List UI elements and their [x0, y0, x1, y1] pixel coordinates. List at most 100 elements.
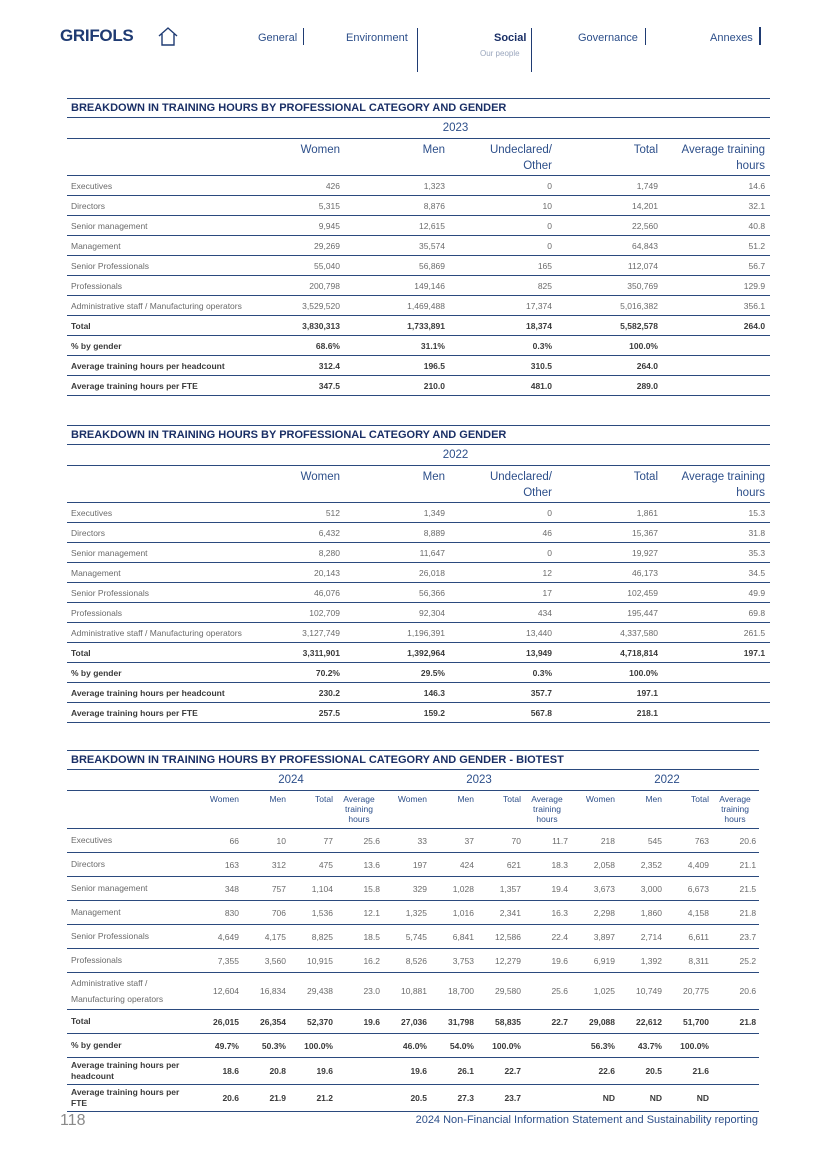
- cell: 4,158: [665, 900, 712, 925]
- year-row: 2023: [67, 117, 771, 139]
- cell: 56,869: [345, 255, 450, 276]
- nav-item[interactable]: Annexes: [710, 32, 753, 44]
- cell: 0.3%: [450, 662, 557, 683]
- nav-subitem[interactable]: Our people: [480, 49, 520, 58]
- cell: 15,367: [557, 522, 663, 543]
- cell: 1,323: [345, 175, 450, 196]
- cell: 21.8: [712, 1009, 760, 1035]
- cell: 1,196,391: [345, 622, 450, 643]
- row-label: Average training hours per headcount: [67, 355, 265, 376]
- cell: 16.2: [336, 948, 383, 973]
- cell: 1,392: [618, 948, 665, 973]
- cell: 31.8: [663, 522, 771, 543]
- cell: 13.6: [336, 852, 383, 877]
- cell: 3,127,749: [265, 622, 345, 643]
- cell: 20,143: [265, 562, 345, 583]
- cell: 0: [450, 502, 557, 523]
- column-header: Women: [265, 138, 345, 176]
- empty-cell: [663, 335, 771, 356]
- cell: 26.1: [430, 1057, 477, 1086]
- data-row: % by gender 70.2% 29.5% 0.3% 100.0%: [67, 662, 771, 683]
- cell: 27.3: [430, 1084, 477, 1113]
- cell: 0: [450, 235, 557, 256]
- row-label: Senior Professionals: [67, 582, 265, 603]
- cell: 6,919: [571, 948, 618, 973]
- cell: 23.7: [477, 1084, 524, 1113]
- column-header: Women: [265, 465, 345, 503]
- logo[interactable]: GRIFOLS: [60, 26, 134, 45]
- cell: 1,860: [618, 900, 665, 925]
- cell: 1,028: [430, 876, 477, 901]
- row-label: Average training hours per headcount: [67, 1057, 195, 1086]
- cell: 12.1: [336, 900, 383, 925]
- cell: 17: [450, 582, 557, 603]
- empty-cell: [663, 702, 771, 723]
- cell: 1,749: [557, 175, 663, 196]
- cell: 29,580: [477, 972, 524, 1011]
- empty-cell: [663, 355, 771, 376]
- cell: 33: [383, 828, 430, 853]
- cell: 763: [665, 828, 712, 853]
- nav-item[interactable]: General: [258, 32, 298, 44]
- cell: 312: [242, 852, 289, 877]
- cell: 0: [450, 215, 557, 236]
- cell: 100.0%: [289, 1033, 336, 1059]
- column-header-text: Total: [315, 794, 333, 804]
- cell: 8,311: [665, 948, 712, 973]
- nav-item[interactable]: Governance: [578, 32, 638, 44]
- row-label: Average training hours per FTE: [67, 1084, 195, 1113]
- row-label: Average training hours per FTE: [67, 375, 265, 396]
- column-header-text: Women: [300, 144, 340, 156]
- cell: 12,279: [477, 948, 524, 973]
- data-row: Total 3,311,901 1,392,964 13,949 4,718,814 19…: [67, 642, 771, 663]
- cell: 102,459: [557, 582, 663, 603]
- cell: 15.8: [336, 876, 383, 901]
- column-header-text: Women: [585, 794, 615, 804]
- cell: 18.3: [524, 852, 571, 877]
- cell: 12,615: [345, 215, 450, 236]
- cell: 356.1: [663, 295, 771, 316]
- home-icon[interactable]: [157, 25, 179, 47]
- data-row: Professionals 7,355 3,560 10,915 16.2 8,526 3,…: [67, 948, 760, 973]
- data-row: Executives 512 1,349 0 1,861 15.3: [67, 502, 771, 523]
- blank: [67, 790, 195, 829]
- cell: 11.7: [524, 828, 571, 853]
- cell: 218: [571, 828, 618, 853]
- cell: 19.6: [336, 1009, 383, 1035]
- cell: 29,438: [289, 972, 336, 1011]
- cell: 129.9: [663, 275, 771, 296]
- column-header: Total: [289, 790, 336, 829]
- row-label: Executives: [67, 502, 265, 523]
- cell: 9,945: [265, 215, 345, 236]
- cell: 0.3%: [450, 335, 557, 356]
- cell: 11,647: [345, 542, 450, 563]
- cell: 18,374: [450, 315, 557, 336]
- table-wrap: BREAKDOWN IN TRAINING HOURS BY PROFESSIO…: [67, 98, 771, 396]
- table-title: BREAKDOWN IN TRAINING HOURS BY PROFESSIO…: [67, 750, 760, 770]
- nav-item-active[interactable]: Social: [494, 32, 527, 44]
- cell: 329: [383, 876, 430, 901]
- cell: 20.6: [712, 972, 760, 1011]
- data-row: Average training hours per headcount 18.6…: [67, 1057, 760, 1086]
- cell: 6,432: [265, 522, 345, 543]
- year-header: 2022: [265, 444, 771, 466]
- cell: 100.0%: [557, 335, 663, 356]
- empty-cell: [663, 662, 771, 683]
- cell: 264.0: [663, 315, 771, 336]
- column-header-text: Men: [422, 471, 445, 483]
- cell: 197.1: [663, 642, 771, 663]
- empty-cell: [712, 1033, 760, 1059]
- row-label: Directors: [67, 852, 195, 877]
- cell: 8,825: [289, 924, 336, 949]
- data-row: Average training hours per headcount 230.…: [67, 682, 771, 703]
- cell: 2,341: [477, 900, 524, 925]
- nav-divider: [417, 28, 418, 72]
- cell: 10: [450, 195, 557, 216]
- cell: 20.5: [618, 1057, 665, 1086]
- cell: 1,325: [383, 900, 430, 925]
- column-header: Average training hours: [663, 465, 771, 503]
- cell: 8,526: [383, 948, 430, 973]
- cell: 163: [195, 852, 242, 877]
- column-header: Men: [430, 790, 477, 829]
- nav-item[interactable]: Environment: [346, 32, 408, 44]
